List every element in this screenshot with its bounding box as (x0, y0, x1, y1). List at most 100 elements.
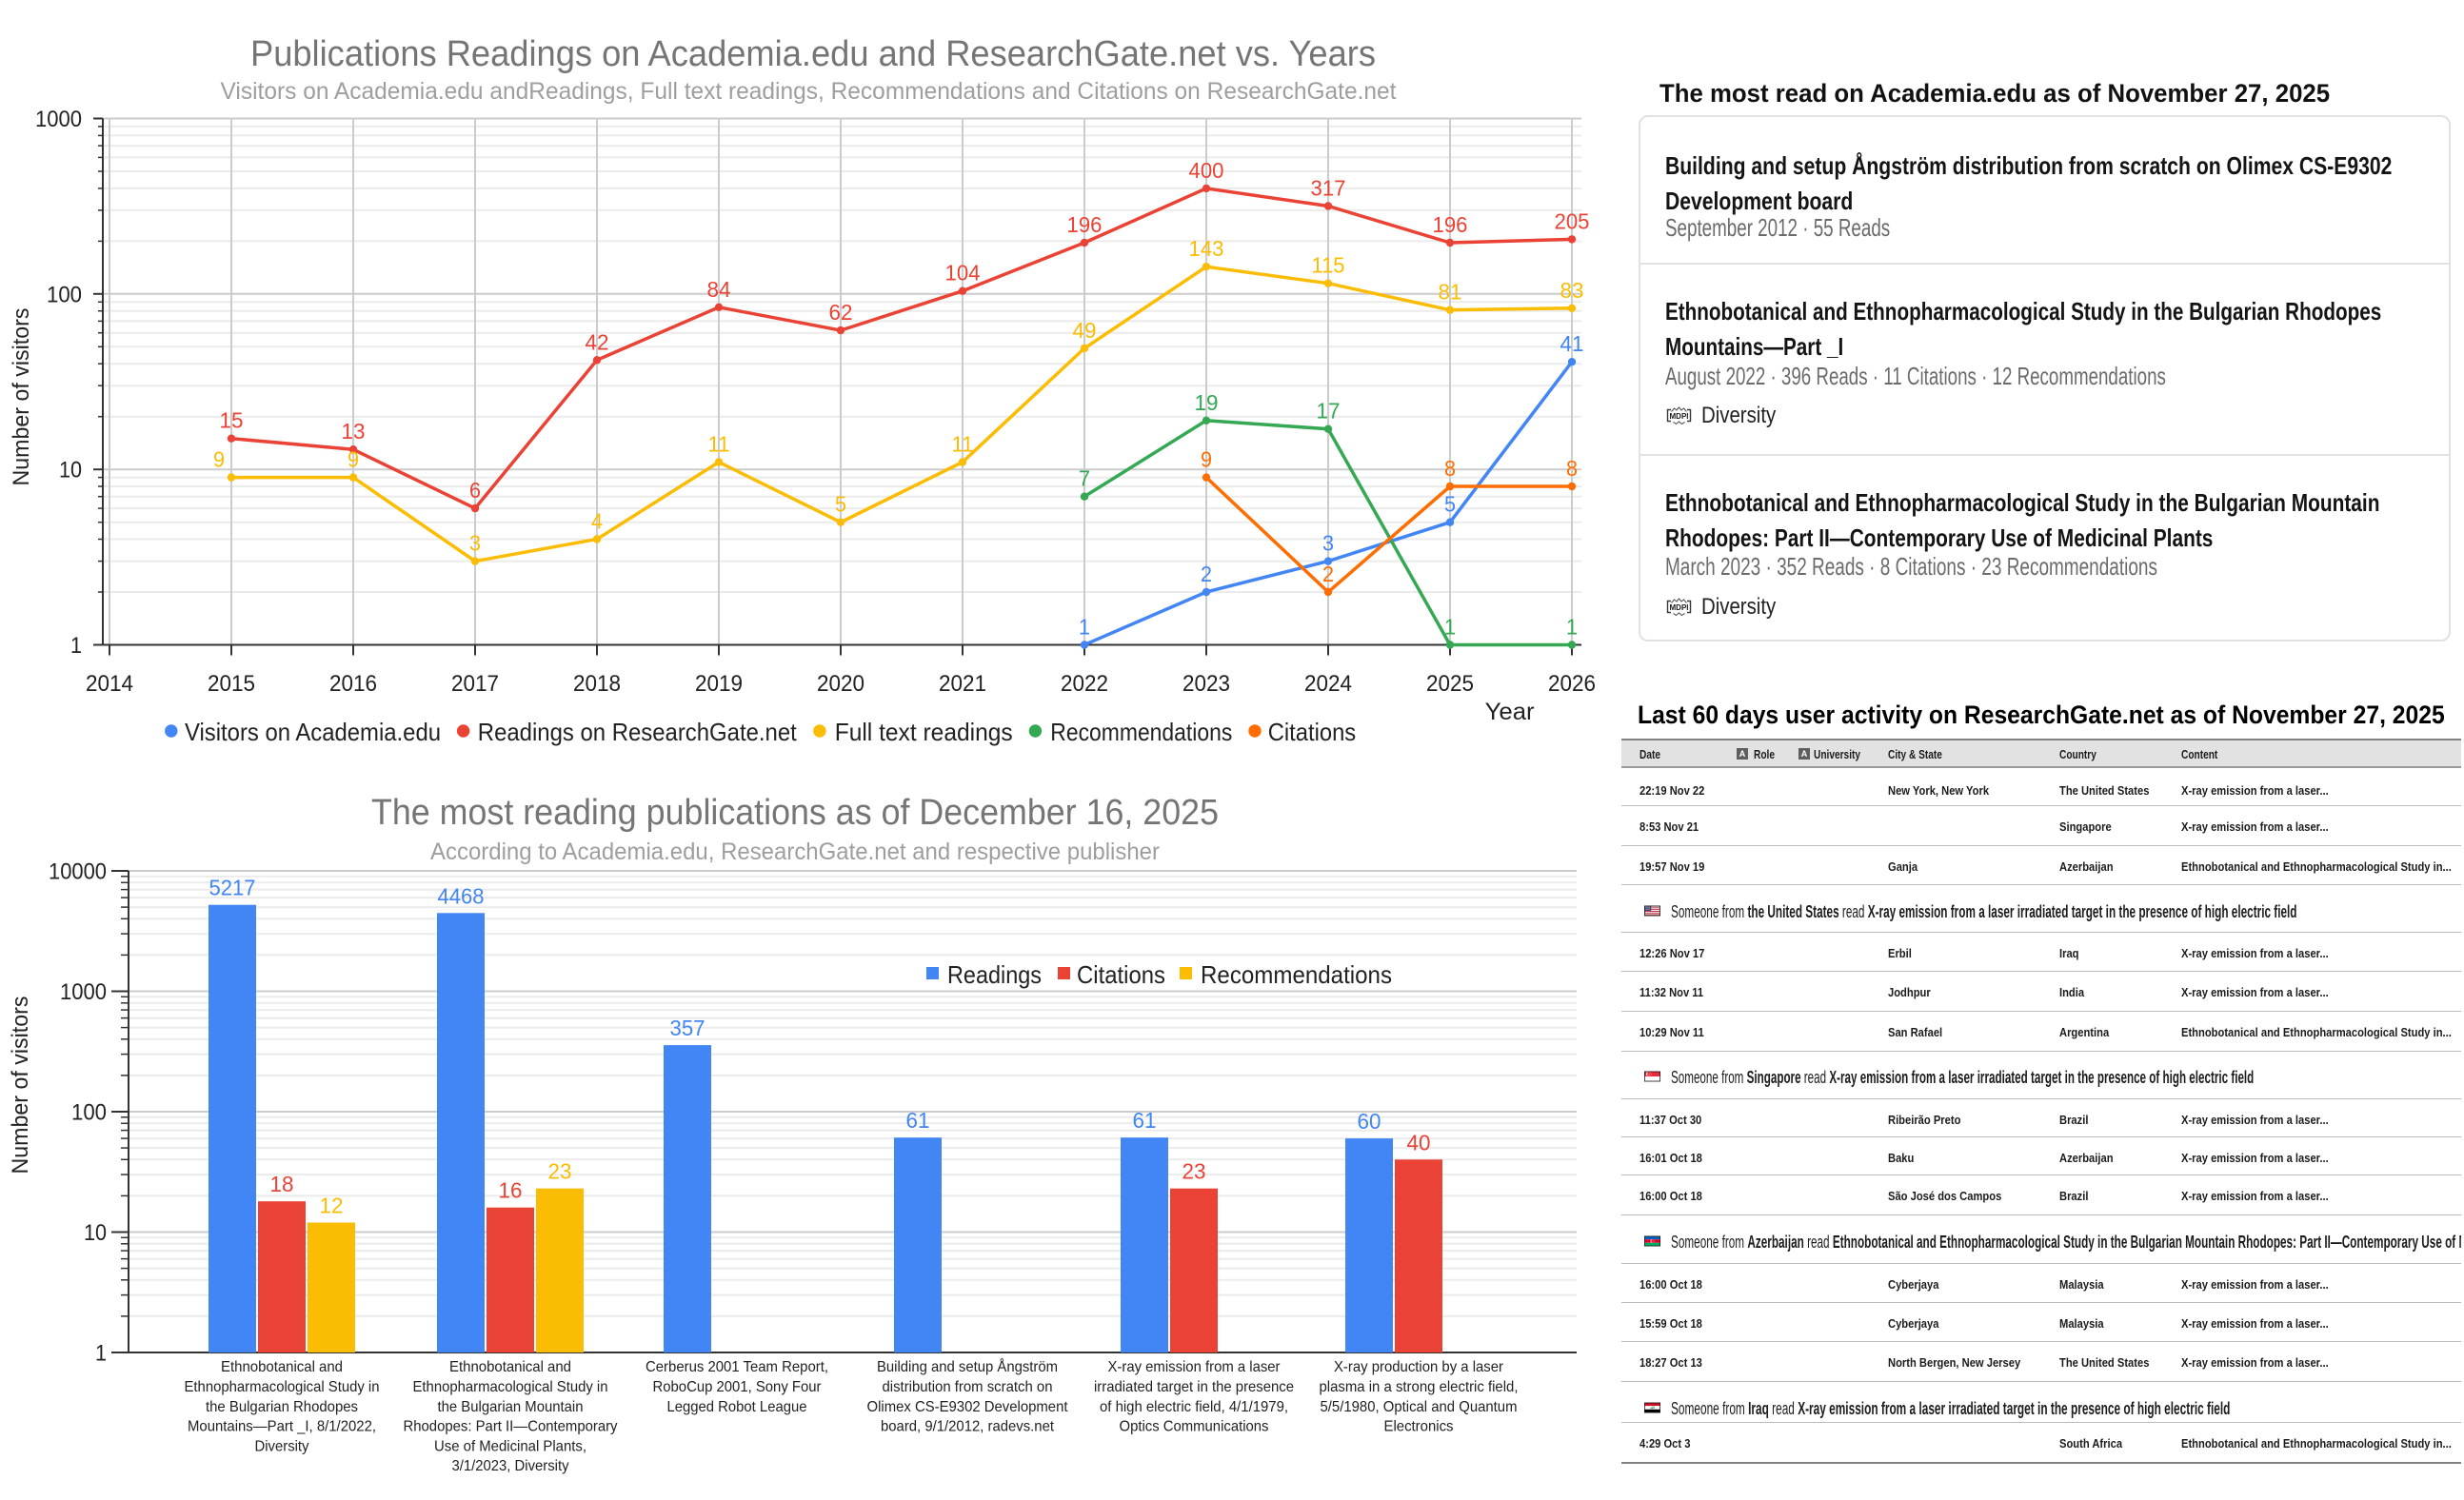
svg-text:the Bulgarian Rhodopes: the Bulgarian Rhodopes (206, 1399, 358, 1415)
svg-text:RoboCup 2001, Sony Four: RoboCup 2001, Sony Four (653, 1379, 823, 1395)
svg-text:5: 5 (835, 492, 846, 517)
svg-text:6: 6 (469, 478, 481, 503)
svg-text:2018: 2018 (573, 671, 621, 697)
svg-text:5: 5 (1444, 492, 1456, 517)
svg-text:83: 83 (1560, 278, 1584, 303)
svg-text:11: 11 (952, 432, 974, 457)
svg-text:1: 1 (95, 1341, 107, 1367)
svg-text:Readings: Readings (947, 960, 1042, 989)
svg-text:16: 16 (499, 1178, 523, 1203)
svg-text:Diversity: Diversity (255, 1438, 309, 1454)
svg-text:10000: 10000 (49, 859, 107, 885)
svg-text:MDPI: MDPI (1670, 602, 1689, 612)
svg-text:317: 317 (1311, 176, 1346, 201)
svg-text:7: 7 (1079, 466, 1090, 491)
svg-text:Electronics: Electronics (1384, 1419, 1454, 1435)
svg-text:2016: 2016 (329, 671, 377, 697)
svg-text:plasma in a strong electric fi: plasma in a strong electric field, (1320, 1379, 1519, 1395)
svg-text:49: 49 (1073, 318, 1097, 343)
svg-text:3: 3 (1322, 531, 1334, 556)
svg-text:2020: 2020 (817, 671, 864, 697)
svg-text:23: 23 (1182, 1159, 1206, 1184)
svg-text:Ethnopharmacological Study in: Ethnopharmacological Study in (185, 1379, 380, 1395)
svg-text:41: 41 (1560, 331, 1584, 356)
svg-text:1: 1 (1079, 615, 1090, 640)
svg-text:board, 9/1/2012, radevs.net: board, 9/1/2012, radevs.net (881, 1419, 1055, 1435)
svg-text:Readings on ResearchGate.net: Readings on ResearchGate.net (478, 718, 798, 746)
svg-text:4: 4 (591, 509, 603, 534)
svg-text:Visitors on Academia.edu andRe: Visitors on Academia.edu andReadings, Fu… (221, 78, 1397, 105)
svg-text:1000: 1000 (35, 107, 82, 132)
svg-text:2015: 2015 (208, 671, 255, 697)
svg-text:10: 10 (59, 458, 82, 484)
svg-text:Recommendations: Recommendations (1201, 960, 1392, 989)
svg-text:Cerberus 2001 Team Report,: Cerberus 2001 Team Report, (646, 1359, 828, 1375)
svg-text:3/1/2023, Diversity: 3/1/2023, Diversity (452, 1458, 569, 1474)
svg-text:the Bulgarian Mountain: the Bulgarian Mountain (438, 1399, 584, 1415)
svg-text:40: 40 (1407, 1130, 1431, 1155)
svg-text:X-ray production by a laser: X-ray production by a laser (1334, 1359, 1504, 1375)
svg-text:Citations: Citations (1268, 718, 1357, 746)
svg-text:81: 81 (1439, 280, 1462, 305)
svg-text:2022: 2022 (1061, 671, 1108, 697)
svg-text:Visitors on Academia.edu: Visitors on Academia.edu (185, 718, 441, 746)
svg-text:The most reading publications: The most reading publications as of Dece… (371, 793, 1219, 833)
svg-text:According to Academia.edu, Res: According to Academia.edu, ResearchGate.… (430, 839, 1160, 865)
svg-text:Recommendations: Recommendations (1050, 718, 1232, 746)
svg-text:2026: 2026 (1548, 671, 1596, 697)
svg-text:Ethnobotanical and: Ethnobotanical and (221, 1359, 343, 1375)
svg-text:Legged Robot League: Legged Robot League (667, 1399, 807, 1415)
svg-text:X-ray emission from a laser: X-ray emission from a laser (1108, 1359, 1282, 1375)
svg-text:3: 3 (469, 531, 481, 556)
svg-text:Ethnopharmacological Study in: Ethnopharmacological Study in (413, 1379, 608, 1395)
svg-text:2025: 2025 (1426, 671, 1474, 697)
svg-text:Rhodopes: Part II—Contemporary: Rhodopes: Part II—Contemporary (404, 1419, 618, 1435)
svg-text:9: 9 (1201, 447, 1212, 472)
svg-text:357: 357 (670, 1016, 705, 1040)
svg-text:115: 115 (1312, 253, 1345, 278)
svg-text:8: 8 (1444, 456, 1456, 481)
svg-text:2014: 2014 (86, 671, 133, 697)
svg-text:1: 1 (1444, 615, 1456, 640)
svg-text:Olimex CS-E9302 Development: Olimex CS-E9302 Development (867, 1399, 1069, 1415)
svg-text:196: 196 (1067, 212, 1103, 237)
svg-text:12: 12 (320, 1194, 344, 1218)
svg-text:42: 42 (586, 329, 609, 354)
svg-text:Number of visitors: Number of visitors (9, 308, 34, 486)
svg-text:Optics Communications: Optics Communications (1120, 1419, 1269, 1435)
svg-text:100: 100 (47, 282, 82, 307)
svg-text:62: 62 (829, 300, 853, 325)
svg-text:Mountains—Part _I, 8/1/2022,: Mountains—Part _I, 8/1/2022, (188, 1419, 376, 1435)
svg-text:irradiated target in the prese: irradiated target in the presence (1094, 1379, 1294, 1395)
svg-text:11: 11 (708, 432, 730, 457)
svg-text:2017: 2017 (451, 671, 499, 697)
svg-text:23: 23 (548, 1159, 572, 1184)
svg-text:205: 205 (1555, 208, 1590, 233)
svg-text:2021: 2021 (939, 671, 986, 697)
svg-text:17: 17 (1317, 399, 1341, 424)
svg-text:1: 1 (1566, 615, 1578, 640)
svg-text:Number of visitors: Number of visitors (8, 997, 33, 1174)
svg-text:1000: 1000 (60, 979, 107, 1005)
svg-text:61: 61 (906, 1108, 930, 1133)
svg-text:2: 2 (1322, 562, 1334, 586)
svg-text:8: 8 (1566, 456, 1578, 481)
svg-text:distribution from scratch on: distribution from scratch on (883, 1379, 1053, 1395)
svg-text:143: 143 (1189, 236, 1224, 261)
svg-text:61: 61 (1133, 1108, 1157, 1133)
svg-text:15: 15 (220, 408, 244, 433)
svg-text:Year: Year (1485, 699, 1535, 725)
svg-text:19: 19 (1195, 390, 1219, 415)
svg-text:MDPI: MDPI (1670, 411, 1689, 421)
svg-text:Publications Readings on Acade: Publications Readings on Academia.edu an… (250, 34, 1376, 74)
svg-text:9: 9 (213, 447, 225, 472)
svg-text:2023: 2023 (1182, 671, 1230, 697)
svg-text:5/5/1980, Optical and Quantum: 5/5/1980, Optical and Quantum (1321, 1399, 1518, 1415)
svg-text:Use of Medicinal Plants,: Use of Medicinal Plants, (434, 1438, 586, 1454)
svg-text:4468: 4468 (438, 883, 485, 908)
svg-text:18: 18 (270, 1172, 294, 1196)
svg-text:84: 84 (707, 277, 731, 302)
svg-text:2024: 2024 (1304, 671, 1352, 697)
svg-text:196: 196 (1433, 212, 1468, 237)
svg-text:Full text readings: Full text readings (835, 718, 1013, 746)
